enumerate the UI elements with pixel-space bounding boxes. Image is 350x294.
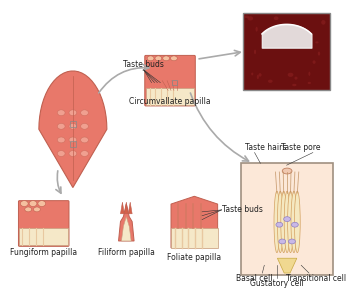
Ellipse shape [25,207,32,212]
Ellipse shape [288,73,293,77]
Ellipse shape [20,201,28,206]
Ellipse shape [80,137,89,143]
Polygon shape [128,202,132,214]
Ellipse shape [284,191,290,253]
Ellipse shape [282,168,292,174]
Ellipse shape [80,151,89,156]
Text: Basal cell: Basal cell [236,274,273,283]
Ellipse shape [257,75,259,79]
Ellipse shape [57,123,65,129]
Ellipse shape [29,201,37,206]
Polygon shape [39,71,107,188]
Text: Filiform papilla: Filiform papilla [98,248,155,257]
FancyBboxPatch shape [241,163,333,275]
Ellipse shape [80,110,89,116]
Text: Taste hairs: Taste hairs [245,143,286,152]
Ellipse shape [288,239,295,244]
FancyBboxPatch shape [19,201,69,246]
Ellipse shape [318,51,320,56]
Text: Taste pore: Taste pore [281,143,321,152]
Polygon shape [278,258,297,273]
Text: Taste buds: Taste buds [123,60,164,69]
Bar [70,141,76,147]
Text: Foliate papilla: Foliate papilla [167,253,222,262]
Bar [146,88,194,105]
Ellipse shape [38,201,46,206]
Ellipse shape [294,191,300,253]
Polygon shape [120,202,124,214]
Ellipse shape [57,151,65,156]
FancyBboxPatch shape [243,13,330,90]
Ellipse shape [80,123,89,129]
Text: Transitional cell: Transitional cell [286,274,346,283]
Text: Circumvallate papilla: Circumvallate papilla [129,97,211,106]
Ellipse shape [268,80,273,83]
Ellipse shape [279,239,286,244]
Ellipse shape [308,82,311,84]
Polygon shape [124,202,128,214]
Ellipse shape [276,222,283,227]
Ellipse shape [284,217,290,222]
Ellipse shape [274,191,280,253]
Ellipse shape [291,191,297,253]
Ellipse shape [163,56,169,61]
Ellipse shape [274,16,279,20]
Ellipse shape [170,56,177,61]
Ellipse shape [155,56,162,61]
Ellipse shape [147,56,154,61]
Ellipse shape [313,60,316,64]
Ellipse shape [69,110,77,116]
Ellipse shape [247,16,253,21]
Text: Gustatory cell: Gustatory cell [250,279,304,288]
Bar [172,80,177,85]
Ellipse shape [69,137,77,143]
Ellipse shape [278,191,283,253]
Ellipse shape [69,151,77,156]
Ellipse shape [288,191,293,253]
Ellipse shape [281,191,287,253]
Ellipse shape [57,110,65,116]
Polygon shape [171,196,218,248]
Ellipse shape [315,41,318,44]
Ellipse shape [308,72,310,76]
Bar [70,121,76,127]
Ellipse shape [321,20,326,25]
Polygon shape [121,217,131,241]
FancyBboxPatch shape [145,55,195,106]
Bar [171,228,218,248]
Polygon shape [119,204,134,241]
Ellipse shape [254,50,256,54]
Ellipse shape [259,73,261,77]
Text: Fungiform papilla: Fungiform papilla [10,248,77,257]
Ellipse shape [292,222,298,227]
Bar [20,228,68,245]
Ellipse shape [57,137,65,143]
Ellipse shape [292,84,296,86]
Ellipse shape [69,123,77,129]
Text: Taste buds: Taste buds [223,206,263,214]
Ellipse shape [244,16,249,18]
Ellipse shape [294,77,297,80]
Ellipse shape [256,27,258,32]
Ellipse shape [34,207,40,212]
Ellipse shape [251,73,253,76]
